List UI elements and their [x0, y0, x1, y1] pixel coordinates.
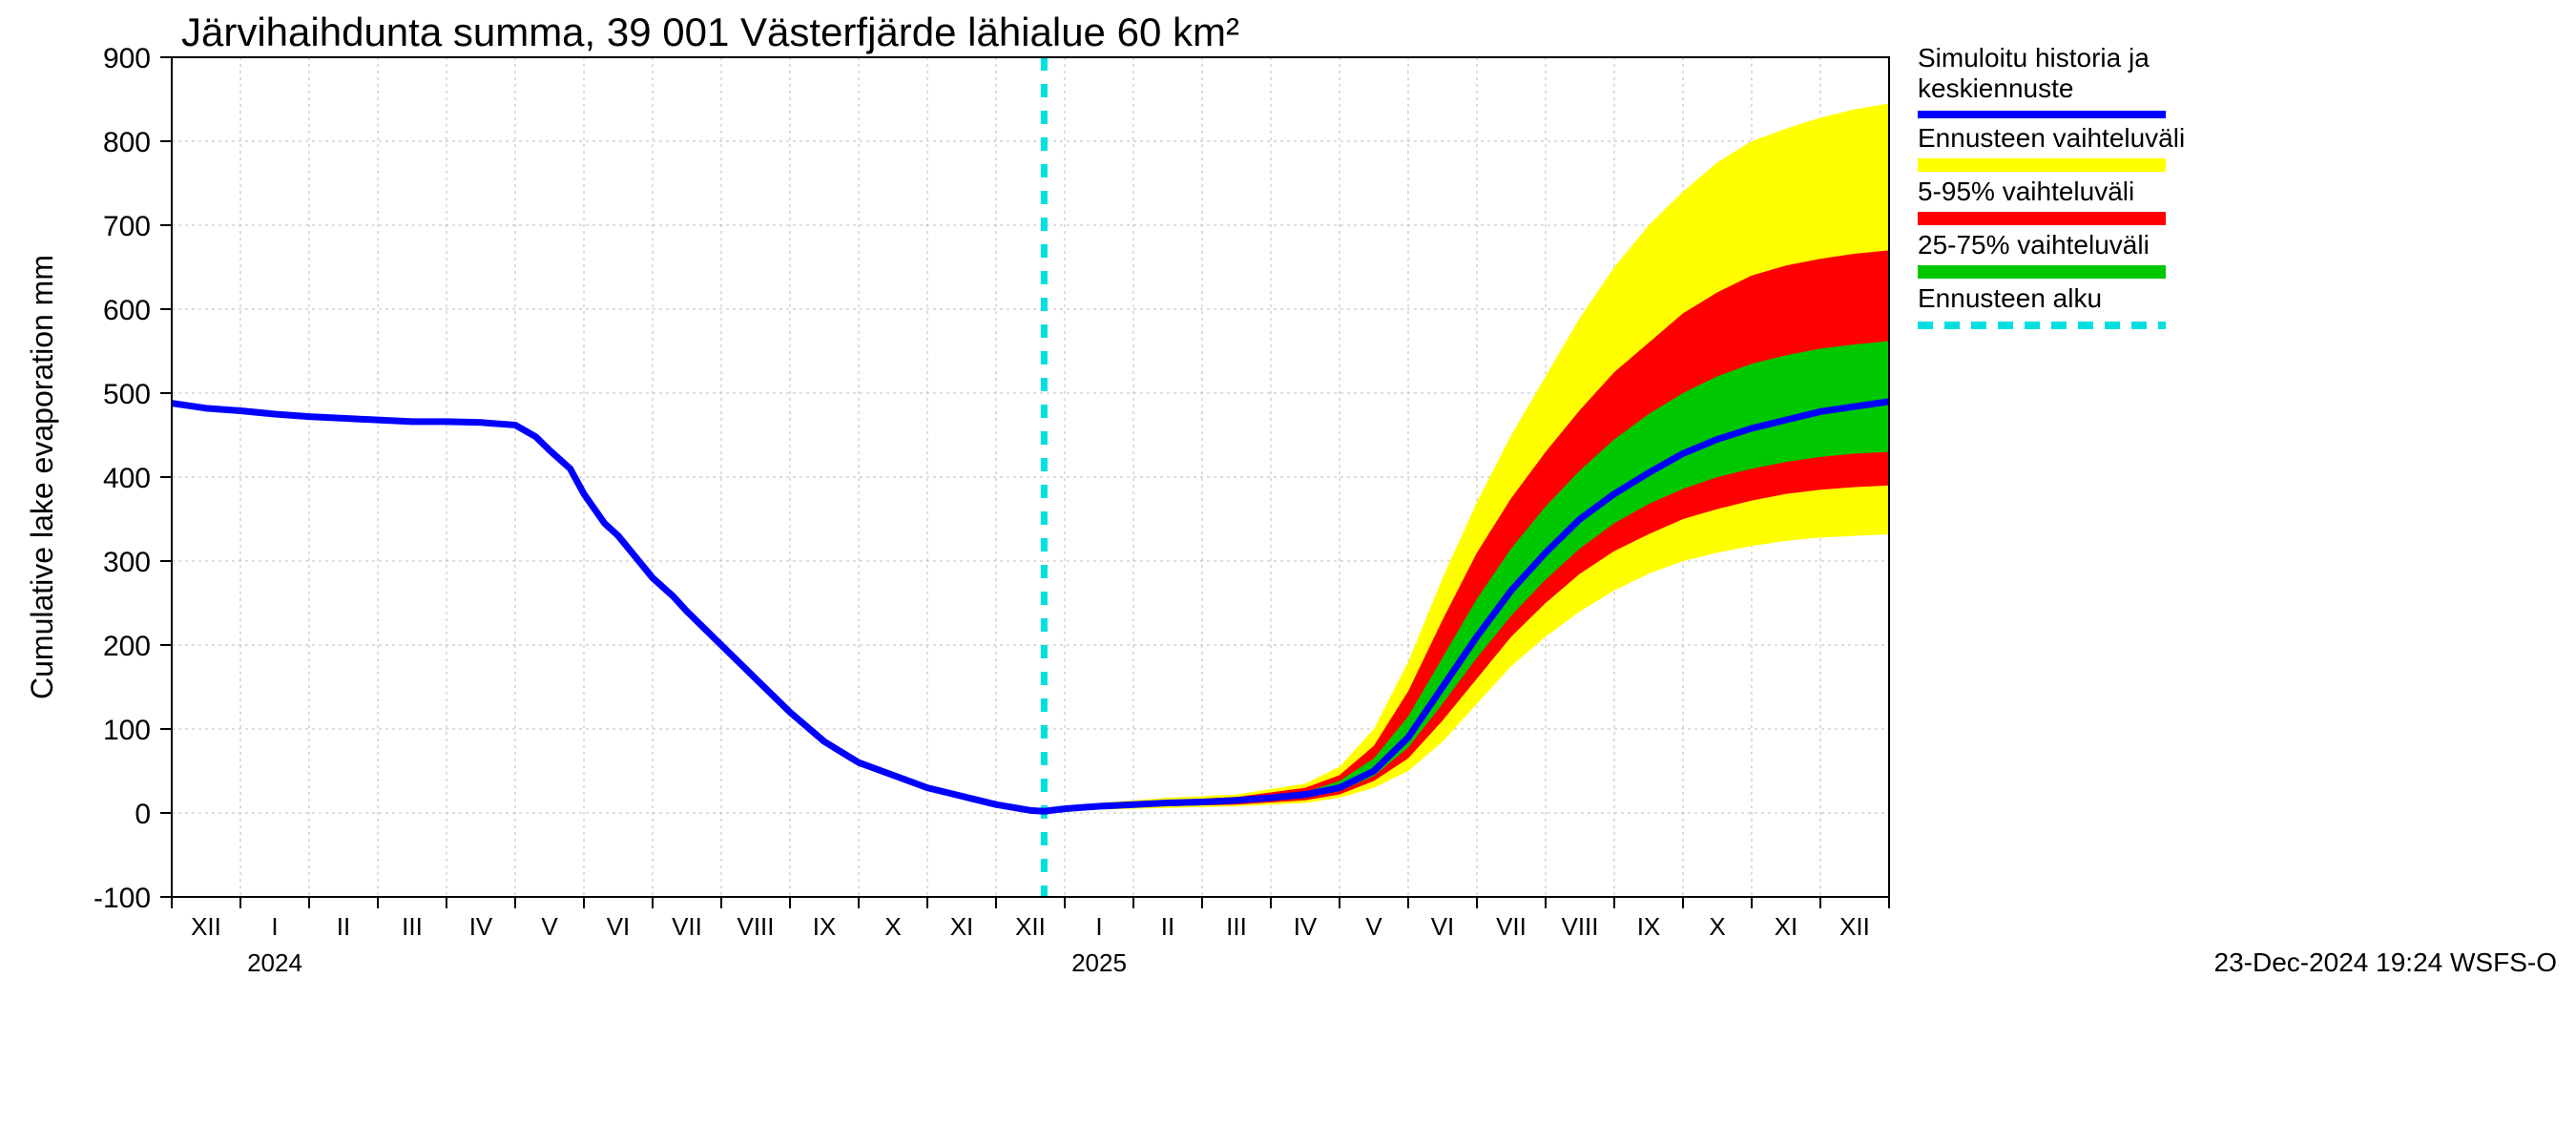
- y-tick-label: 900: [103, 43, 151, 74]
- x-month-label: X: [1709, 912, 1725, 941]
- x-month-label: I: [1095, 912, 1102, 941]
- x-month-label: VII: [672, 912, 702, 941]
- chart-container: -1000100200300400500600700800900XIIIIIII…: [0, 0, 2576, 1145]
- x-month-label: VII: [1496, 912, 1527, 941]
- y-tick-label: 0: [135, 799, 151, 830]
- x-month-label: IX: [813, 912, 837, 941]
- x-month-label: XI: [950, 912, 974, 941]
- x-month-label: IV: [1294, 912, 1318, 941]
- y-tick-label: 800: [103, 127, 151, 158]
- x-month-label: VIII: [1561, 912, 1598, 941]
- legend-swatch: [1918, 212, 2166, 225]
- x-month-label: XI: [1775, 912, 1798, 941]
- x-month-label: II: [1161, 912, 1174, 941]
- x-year-label: 2025: [1071, 948, 1127, 977]
- x-month-label: IX: [1637, 912, 1661, 941]
- y-tick-label: 600: [103, 295, 151, 326]
- legend-label: keskiennuste: [1918, 73, 2073, 103]
- legend-label: 25-75% vaihteluväli: [1918, 230, 2150, 260]
- y-tick-label: 500: [103, 379, 151, 410]
- legend-label: Ennusteen alku: [1918, 283, 2102, 313]
- x-month-label: VIII: [737, 912, 774, 941]
- y-tick-label: 300: [103, 547, 151, 578]
- y-tick-label: -100: [93, 883, 151, 914]
- x-month-label: XII: [1839, 912, 1870, 941]
- x-month-label: XII: [1015, 912, 1046, 941]
- chart-title: Järvihaihdunta summa, 39 001 Västerfjärd…: [181, 10, 1239, 54]
- x-year-label: 2024: [247, 948, 302, 977]
- x-month-label: III: [1226, 912, 1247, 941]
- legend-swatch: [1918, 158, 2166, 172]
- x-month-label: X: [884, 912, 901, 941]
- y-tick-label: 400: [103, 463, 151, 494]
- x-month-label: II: [337, 912, 350, 941]
- legend-label: Simuloitu historia ja: [1918, 43, 2150, 73]
- legend-label: 5-95% vaihteluväli: [1918, 177, 2134, 206]
- x-month-label: XII: [191, 912, 221, 941]
- legend-label: Ennusteen vaihteluväli: [1918, 123, 2185, 153]
- timestamp: 23-Dec-2024 19:24 WSFS-O: [2214, 947, 2558, 977]
- y-axis-label: Cumulative lake evaporation mm: [25, 255, 59, 699]
- x-month-label: V: [1365, 912, 1382, 941]
- x-month-label: I: [271, 912, 278, 941]
- legend-swatch: [1918, 265, 2166, 279]
- x-month-label: VI: [1431, 912, 1455, 941]
- y-tick-label: 700: [103, 211, 151, 242]
- x-month-label: III: [402, 912, 423, 941]
- x-month-label: VI: [607, 912, 631, 941]
- y-tick-label: 100: [103, 715, 151, 746]
- chart-svg: -1000100200300400500600700800900XIIIIIII…: [0, 0, 2576, 1145]
- x-month-label: V: [541, 912, 558, 941]
- x-month-label: IV: [469, 912, 493, 941]
- y-tick-label: 200: [103, 631, 151, 662]
